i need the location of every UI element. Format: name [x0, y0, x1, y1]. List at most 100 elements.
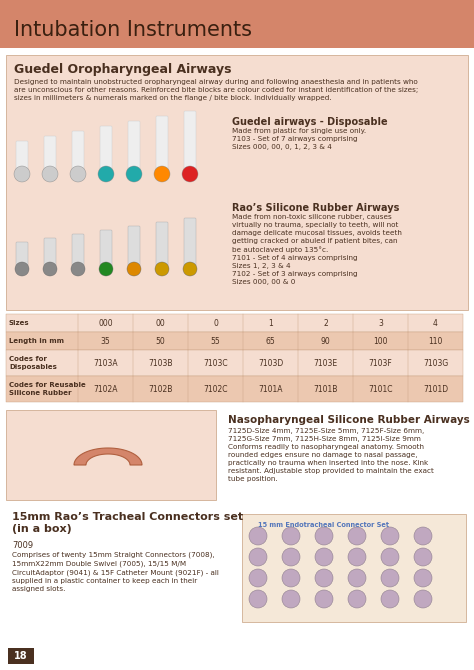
Circle shape	[182, 166, 198, 182]
Text: 7125D-Size 4mm, 7125E-Size 5mm, 7125F-Size 6mm,
7125G-Size 7mm, 7125H-Size 8mm, : 7125D-Size 4mm, 7125E-Size 5mm, 7125F-Si…	[228, 428, 424, 442]
Circle shape	[249, 527, 267, 545]
Text: Conforms readily to nasopharyngeal anatomy. Smooth
rounded edges ensure no damag: Conforms readily to nasopharyngeal anato…	[228, 444, 434, 482]
FancyBboxPatch shape	[6, 376, 463, 402]
Circle shape	[414, 569, 432, 587]
Text: Designed to maintain unobstructed oropharyngeal airway during and following anae: Designed to maintain unobstructed oropha…	[14, 79, 418, 101]
Circle shape	[99, 262, 113, 276]
FancyBboxPatch shape	[16, 141, 28, 171]
FancyBboxPatch shape	[184, 111, 196, 171]
Circle shape	[381, 548, 399, 566]
Text: 35: 35	[100, 336, 110, 346]
Circle shape	[282, 548, 300, 566]
Text: 4: 4	[433, 318, 438, 328]
Text: 3: 3	[378, 318, 383, 328]
FancyBboxPatch shape	[128, 226, 140, 266]
Text: 7103G: 7103G	[423, 358, 448, 368]
FancyBboxPatch shape	[100, 126, 112, 171]
FancyBboxPatch shape	[100, 230, 112, 266]
Circle shape	[381, 527, 399, 545]
FancyBboxPatch shape	[44, 136, 56, 171]
Text: 15mm Rao’s Tracheal Connectors set
(in a box): 15mm Rao’s Tracheal Connectors set (in a…	[12, 512, 243, 533]
Circle shape	[98, 166, 114, 182]
Text: 110: 110	[428, 336, 443, 346]
Text: 65: 65	[265, 336, 275, 346]
Text: 1: 1	[268, 318, 273, 328]
Circle shape	[315, 590, 333, 608]
FancyBboxPatch shape	[156, 116, 168, 171]
Text: Guedel Oropharyngeal Airways: Guedel Oropharyngeal Airways	[14, 62, 231, 76]
Circle shape	[381, 569, 399, 587]
Circle shape	[71, 262, 85, 276]
Circle shape	[126, 166, 142, 182]
Text: Comprises of twenty 15mm Straight Connectors (7008),
15mmX22mm Double Swivel (70: Comprises of twenty 15mm Straight Connec…	[12, 552, 219, 592]
Circle shape	[348, 590, 366, 608]
Text: Intubation Instruments: Intubation Instruments	[14, 19, 252, 40]
FancyBboxPatch shape	[44, 238, 56, 266]
Circle shape	[348, 548, 366, 566]
Circle shape	[282, 590, 300, 608]
FancyBboxPatch shape	[6, 55, 468, 310]
FancyBboxPatch shape	[128, 121, 140, 171]
Text: Length in mm: Length in mm	[9, 338, 64, 344]
Text: 7101D: 7101D	[423, 385, 448, 393]
Circle shape	[249, 590, 267, 608]
Text: 7103D: 7103D	[258, 358, 283, 368]
Circle shape	[249, 569, 267, 587]
FancyBboxPatch shape	[0, 0, 474, 48]
Circle shape	[348, 569, 366, 587]
Circle shape	[14, 166, 30, 182]
FancyBboxPatch shape	[6, 314, 463, 332]
FancyBboxPatch shape	[156, 222, 168, 266]
Text: 0: 0	[213, 318, 218, 328]
FancyBboxPatch shape	[8, 648, 34, 664]
Text: Codes for Reusable
Silicone Rubber: Codes for Reusable Silicone Rubber	[9, 383, 86, 396]
Circle shape	[282, 527, 300, 545]
Circle shape	[15, 262, 29, 276]
Text: Guedel airways - Disposable: Guedel airways - Disposable	[232, 117, 388, 127]
Circle shape	[154, 166, 170, 182]
Circle shape	[282, 569, 300, 587]
Text: 2: 2	[323, 318, 328, 328]
FancyBboxPatch shape	[6, 332, 463, 350]
Circle shape	[249, 548, 267, 566]
Text: Made from non-toxic silicone rubber, causes
virtually no trauma, specially to te: Made from non-toxic silicone rubber, cau…	[232, 214, 402, 285]
Circle shape	[414, 548, 432, 566]
Text: Rao’s Silicone Rubber Airways: Rao’s Silicone Rubber Airways	[232, 203, 400, 213]
Circle shape	[414, 527, 432, 545]
Text: 7103F: 7103F	[369, 358, 392, 368]
Text: 7101C: 7101C	[368, 385, 393, 393]
Text: 18: 18	[14, 651, 28, 661]
Text: 100: 100	[373, 336, 388, 346]
Circle shape	[381, 590, 399, 608]
Text: Nasopharyngeal Silicone Rubber Airways: Nasopharyngeal Silicone Rubber Airways	[228, 415, 470, 425]
Text: 00: 00	[155, 318, 165, 328]
Text: Codes for
Disposables: Codes for Disposables	[9, 356, 57, 370]
Text: 7102A: 7102A	[93, 385, 118, 393]
Circle shape	[183, 262, 197, 276]
Text: 7103A: 7103A	[93, 358, 118, 368]
FancyBboxPatch shape	[6, 350, 463, 376]
Polygon shape	[74, 448, 142, 465]
FancyBboxPatch shape	[242, 514, 466, 622]
Text: 90: 90	[320, 336, 330, 346]
Text: 7103C: 7103C	[203, 358, 228, 368]
Text: Made from plastic for single use only.
7103 - Set of 7 airways comprising
Sizes : Made from plastic for single use only. 7…	[232, 128, 366, 150]
Circle shape	[348, 527, 366, 545]
Text: 7101A: 7101A	[258, 385, 283, 393]
Circle shape	[43, 262, 57, 276]
Circle shape	[127, 262, 141, 276]
Text: 7009: 7009	[12, 541, 33, 550]
Circle shape	[414, 590, 432, 608]
Circle shape	[315, 527, 333, 545]
FancyBboxPatch shape	[184, 218, 196, 266]
Text: 7102B: 7102B	[148, 385, 173, 393]
Text: 000: 000	[98, 318, 113, 328]
Circle shape	[70, 166, 86, 182]
Text: 7103E: 7103E	[313, 358, 337, 368]
Circle shape	[315, 569, 333, 587]
Circle shape	[42, 166, 58, 182]
Text: 7101B: 7101B	[313, 385, 337, 393]
Circle shape	[155, 262, 169, 276]
FancyBboxPatch shape	[72, 234, 84, 266]
FancyBboxPatch shape	[16, 242, 28, 266]
